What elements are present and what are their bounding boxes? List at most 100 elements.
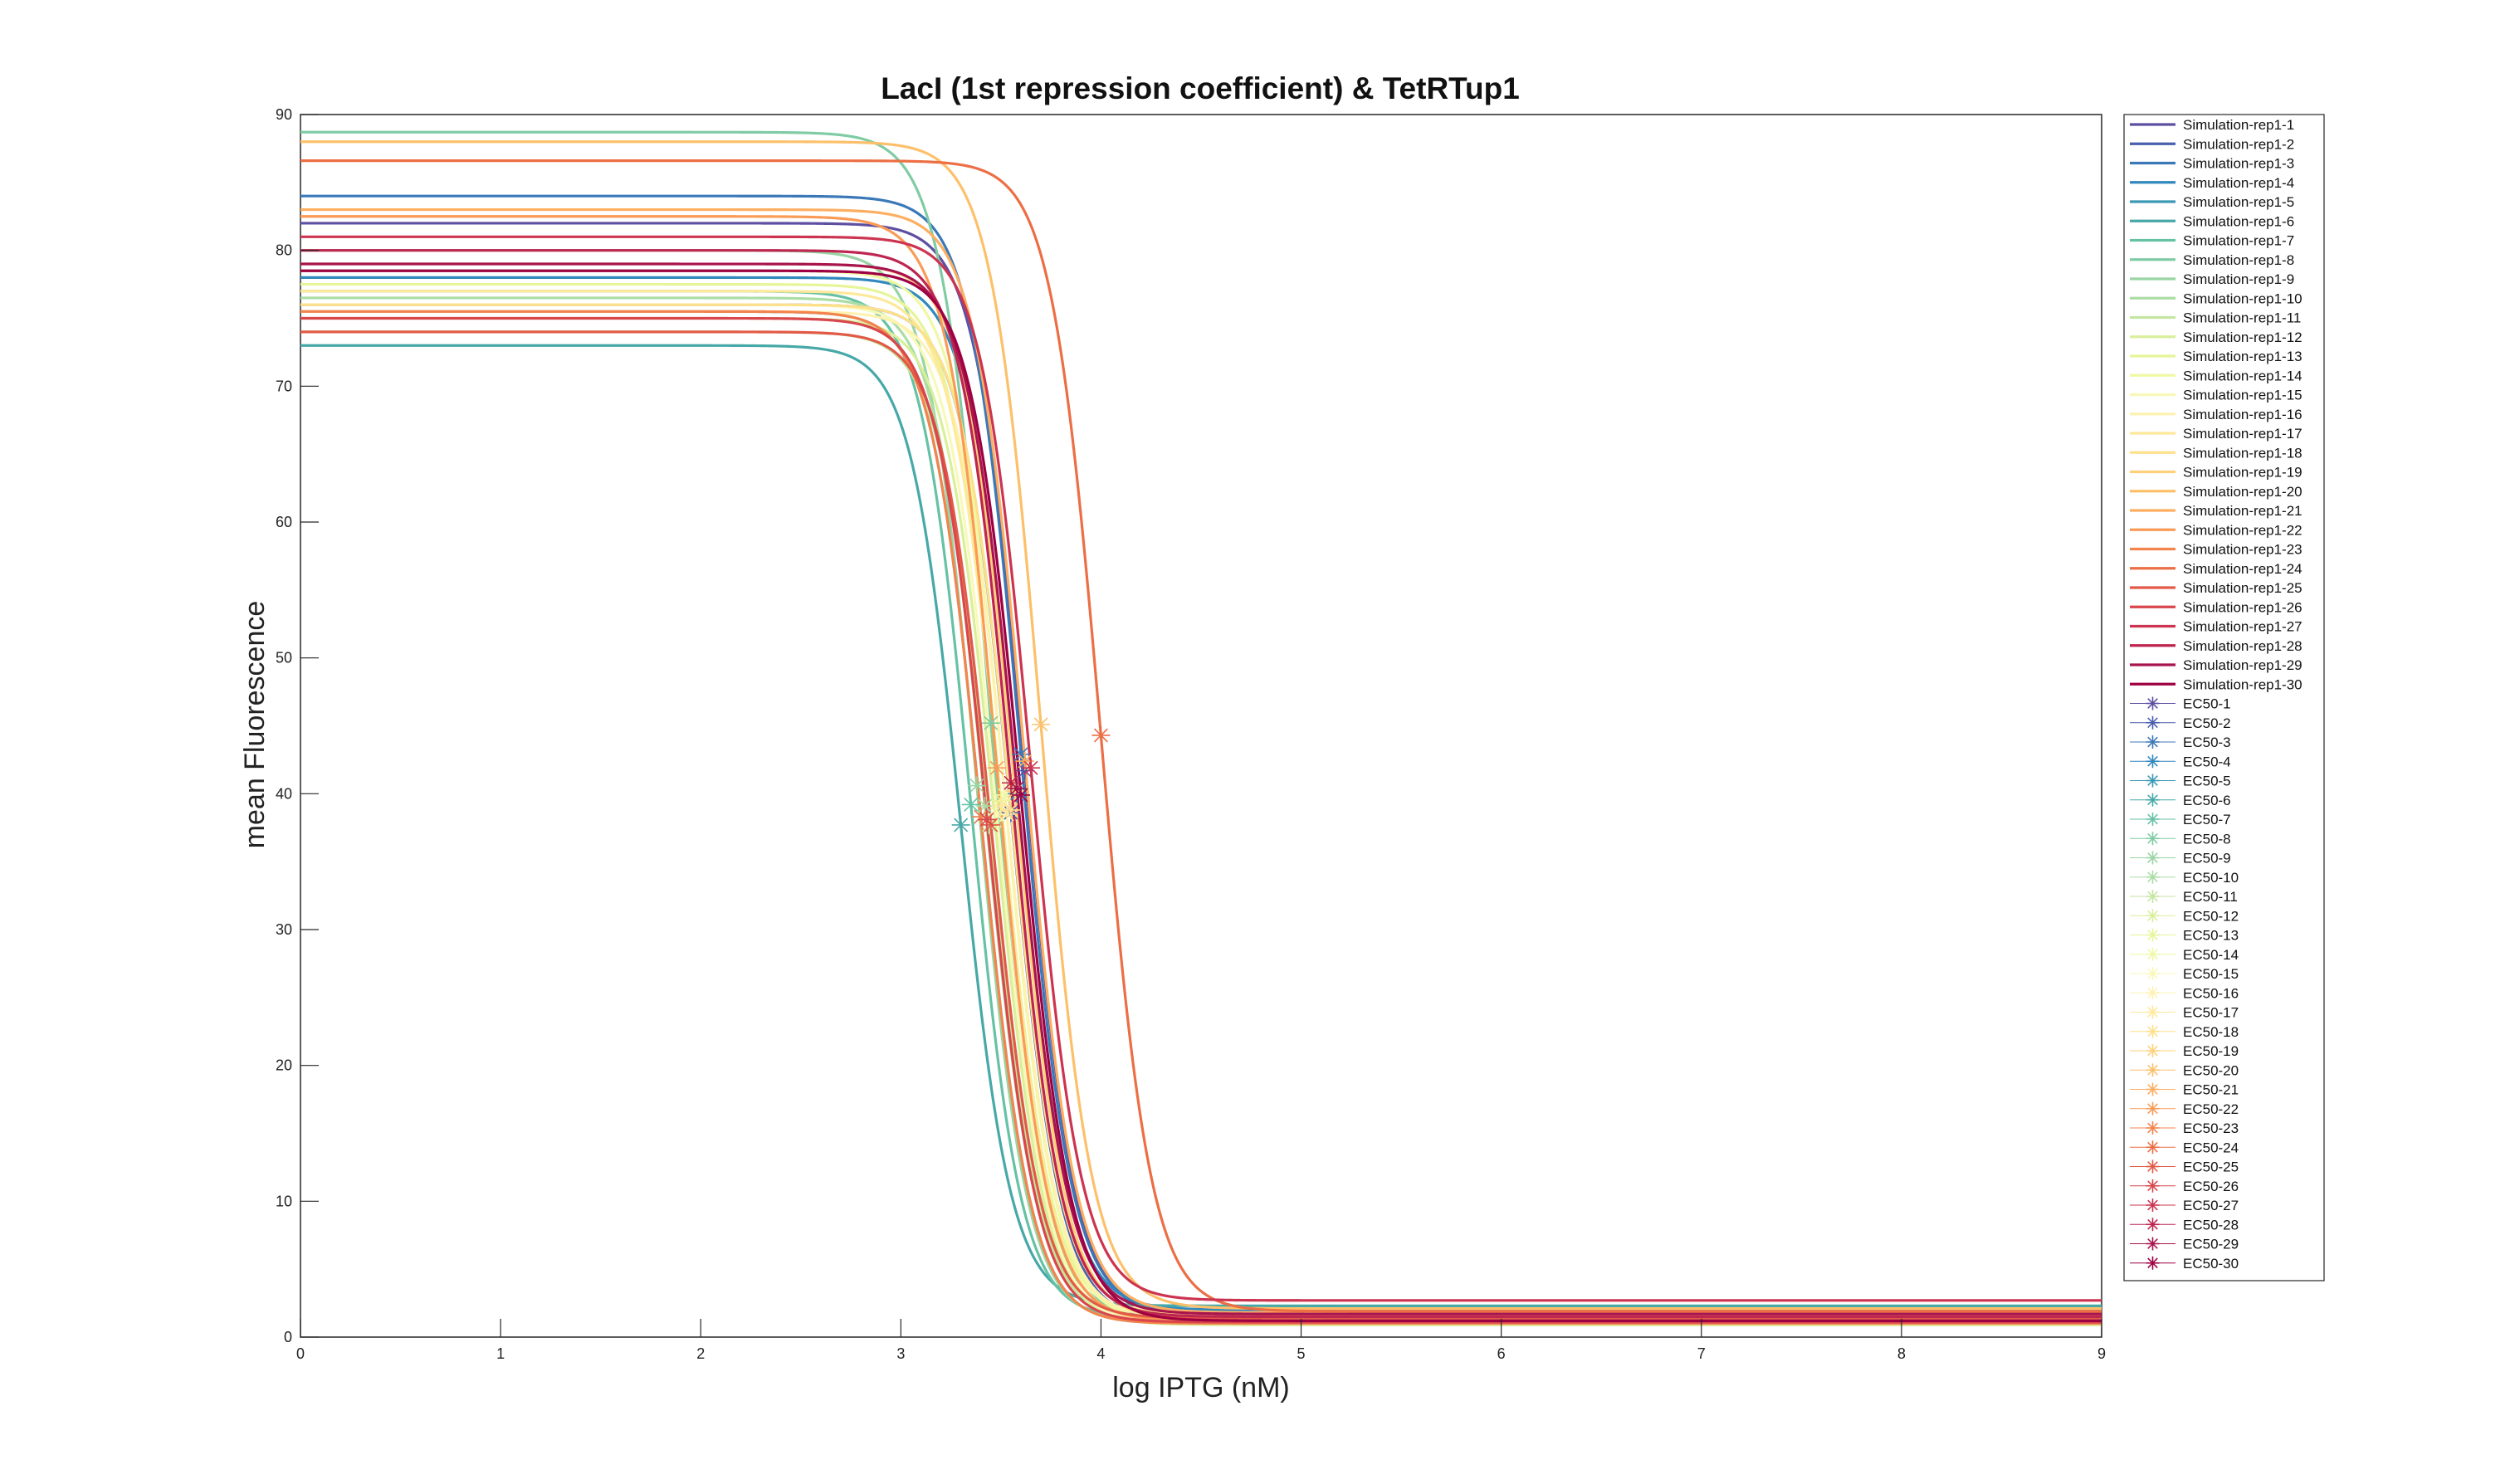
legend-entry: Simulation-rep1-17 [2183,426,2302,442]
legend-entry: EC50-26 [2183,1179,2239,1194]
legend-entry: Simulation-rep1-3 [2183,156,2294,172]
legend-entry: EC50-16 [2183,985,2239,1001]
legend-marker [2146,1121,2160,1135]
series-line-26 [300,316,2102,1324]
legend-entry: Simulation-rep1-30 [2183,676,2302,692]
legend-marker [2146,1237,2160,1251]
legend-entry: EC50-24 [2183,1140,2239,1155]
legend-entry: EC50-4 [2183,754,2231,769]
legend-entry: EC50-13 [2183,928,2239,944]
ec50-point-18 [1001,800,1020,819]
ec50-markers [951,714,1111,834]
legend-entry: EC50-18 [2183,1024,2239,1040]
series-line-25 [300,330,2102,1320]
legend-box [2123,114,2325,1281]
legend-entry: EC50-28 [2183,1217,2239,1233]
legend: Simulation-rep1-1 Simulation-rep1-2 Simula… [2123,114,2325,1281]
legend-entry: EC50-23 [2183,1120,2239,1136]
legend-marker [2146,774,2160,788]
legend-marker [2146,947,2160,961]
x-tick-label: 0 [296,1345,305,1362]
legend-marker [2146,735,2160,749]
x-axis: 0 1 2 3 4 5 6 7 8 9 [296,1319,2106,1362]
legend-marker [2146,1101,2160,1115]
legend-entry: Simulation-rep1-5 [2183,194,2294,210]
y-axis: 0 10 20 30 40 50 60 70 80 90 [276,106,319,1345]
y-tick-label: 60 [276,514,292,530]
series-line-29 [300,262,2102,1316]
series-line-27 [300,235,2102,1302]
legend-entry: EC50-7 [2183,812,2231,827]
legend-marker [2146,1024,2160,1038]
ec50-point-9 [967,776,986,795]
legend-entry: Simulation-rep1-4 [2183,175,2294,191]
series-line-20 [300,140,2102,1311]
legend-entry: EC50-20 [2183,1062,2239,1078]
legend-entry: EC50-2 [2183,715,2231,731]
y-axis-label: mean Fluorescence [239,601,271,849]
legend-entry: EC50-19 [2183,1043,2239,1059]
legend-entry: Simulation-rep1-7 [2183,233,2294,249]
x-tick-label: 8 [1897,1345,1906,1362]
ec50-point-24 [1091,725,1111,744]
legend-marker [2146,928,2160,942]
series-line-28 [300,249,2102,1319]
legend-entry: Simulation-rep1-10 [2183,290,2302,306]
legend-marker [2146,813,2160,826]
ec50-point-6 [951,815,970,834]
series-curves [300,130,2102,1326]
legend-entry: EC50-3 [2183,735,2231,750]
legend-entry: Simulation-rep1-1 [2183,117,2294,133]
ec50-point-30 [1012,785,1030,804]
legend-marker [2146,832,2160,846]
legend-marker [2146,1256,2160,1270]
legend-entry: Simulation-rep1-20 [2183,484,2302,500]
legend-entry: EC50-22 [2183,1101,2239,1117]
legend-marker [2146,1082,2160,1096]
legend-marker [2146,967,2160,980]
legend-marker [2146,793,2160,807]
chart-title: LacI (1st repression coefficient) & TetR… [881,71,1520,105]
series-line-24 [300,159,2102,1313]
x-tick-label: 3 [896,1345,905,1362]
legend-marker [2146,870,2160,884]
series-line-23 [300,310,2102,1325]
x-tick-label: 4 [1096,1345,1105,1362]
legend-marker [2146,1044,2160,1057]
legend-entry: EC50-1 [2183,696,2231,712]
legend-entry: EC50-9 [2183,851,2231,866]
ec50-point-20 [1032,715,1051,734]
x-tick-label: 1 [496,1345,505,1362]
legend-entry: EC50-12 [2183,908,2239,924]
legend-entry: Simulation-rep1-27 [2183,619,2302,635]
legend-entry: Simulation-rep1-21 [2183,503,2302,519]
legend-marker [2146,890,2160,903]
legend-entry: EC50-5 [2183,774,2231,789]
x-tick-label: 6 [1497,1345,1506,1362]
y-tick-label: 10 [276,1193,292,1209]
plot-area [300,114,2102,1338]
y-tick-label: 50 [276,650,292,666]
ec50-point-22 [988,759,1007,778]
y-tick-label: 30 [276,921,292,938]
legend-marker [2146,696,2160,710]
legend-marker [2146,1005,2160,1019]
legend-entry: Simulation-rep1-22 [2183,522,2302,538]
y-tick-label: 70 [276,378,292,394]
legend-entry: Simulation-rep1-28 [2183,638,2302,654]
legend-marker [2146,715,2160,730]
legend-entry: EC50-8 [2183,831,2231,847]
legend-entry: Simulation-rep1-24 [2183,561,2302,577]
y-tick-label: 0 [284,1329,292,1345]
legend-entry: Simulation-rep1-19 [2183,465,2302,481]
legend-entry: Simulation-rep1-13 [2183,349,2302,364]
legend-marker [2146,754,2160,769]
legend-marker [2146,909,2160,923]
x-tick-label: 9 [2097,1345,2106,1362]
legend-entry: Simulation-rep1-2 [2183,136,2294,152]
x-tick-label: 7 [1697,1345,1706,1362]
x-axis-label: log IPTG (nM) [1112,1372,1289,1403]
legend-entry: Simulation-rep1-12 [2183,330,2302,345]
legend-entry: Simulation-rep1-29 [2183,657,2302,673]
